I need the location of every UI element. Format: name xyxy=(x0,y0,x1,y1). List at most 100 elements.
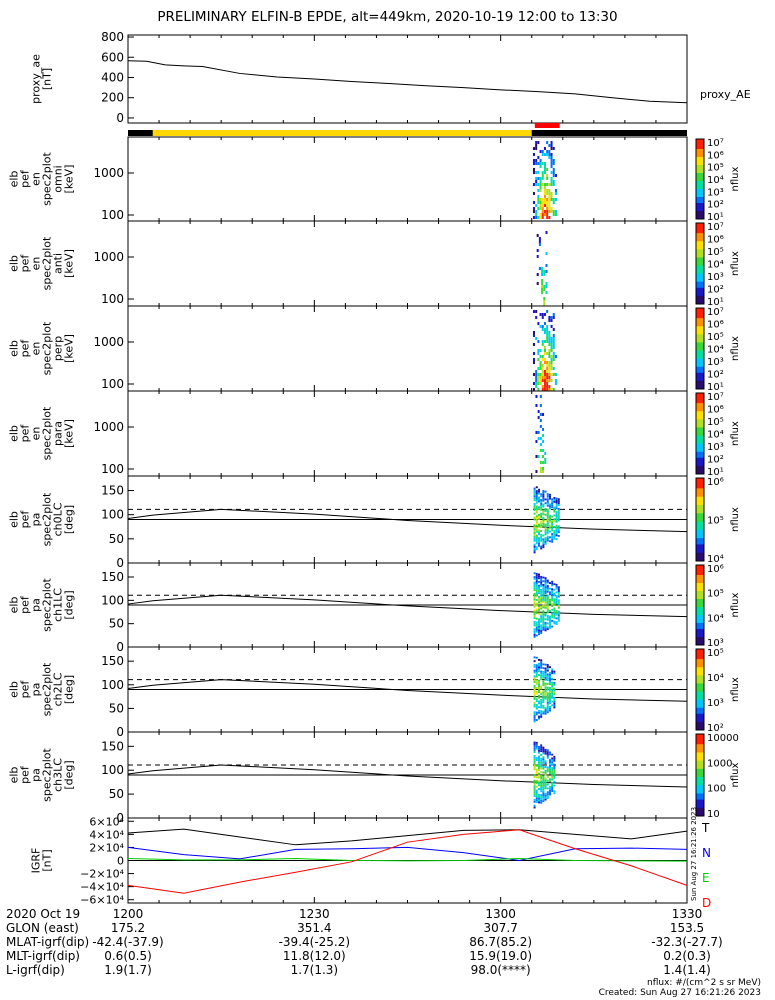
anti-spectrogram-ylabel-3: spec2plot xyxy=(41,236,54,290)
perp-spectrogram-cell xyxy=(550,337,553,340)
omni-spectrogram-colorbar-cell xyxy=(696,139,704,142)
ch0LC-pa-panel-cell xyxy=(542,540,545,543)
ch2LC-pa-panel-colorbar-cell xyxy=(696,665,704,668)
perp-spectrogram-cell xyxy=(537,352,540,355)
perp-spectrogram-cell xyxy=(548,352,551,355)
ch2LC-pa-panel-yticklabel: 100 xyxy=(101,678,124,692)
perp-spectrogram-cell xyxy=(548,343,551,346)
ch0LC-pa-panel-cell xyxy=(546,500,549,503)
para-spectrogram-cell xyxy=(544,452,547,455)
omni-spectrogram-cell xyxy=(537,177,540,180)
omni-spectrogram-cell xyxy=(543,165,546,168)
perp-spectrogram-frame xyxy=(127,305,688,392)
proxy-ae-yticklabel: 600 xyxy=(101,50,124,64)
ch2LC-pa-panel-cell xyxy=(548,702,551,705)
ch3LC-pa-panel-cell xyxy=(533,798,536,801)
ch1LC-pa-panel-cell xyxy=(533,622,536,625)
ch1LC-pa-panel-cell xyxy=(557,588,560,591)
ch2LC-pa-panel-cell xyxy=(533,705,536,708)
ch1LC-pa-panel-cell xyxy=(537,618,540,621)
para-spectrogram-colorbar-cell xyxy=(696,443,704,447)
ch1LC-pa-panel-cell xyxy=(548,619,551,622)
omni-spectrogram-cell xyxy=(546,210,549,213)
ch2LC-pa-panel-cell xyxy=(537,662,540,665)
perp-spectrogram-cell xyxy=(537,358,540,361)
para-spectrogram-colorbar-tick: 10² xyxy=(707,455,724,466)
ch3LC-pa-panel-colorbar-tick: 10000 xyxy=(707,733,739,744)
ch0LC-pa-panel-cell xyxy=(533,491,536,494)
ch3LC-pa-panel-cell xyxy=(548,789,551,792)
ch2LC-pa-panel-cell xyxy=(551,672,554,675)
ch1LC-pa-panel-cell xyxy=(535,591,538,594)
omni-spectrogram-cell xyxy=(552,201,555,204)
ch3LC-pa-panel-colorbar-cell xyxy=(696,760,704,764)
ch2LC-pa-panel-colorbar-cell xyxy=(696,685,704,688)
perp-spectrogram-cell xyxy=(532,310,535,313)
anti-spectrogram-colorbar-tick: 10⁵ xyxy=(707,247,724,258)
ch1LC-pa-panel-cell xyxy=(537,633,540,636)
ch0LC-pa-panel-cell xyxy=(535,523,538,525)
perp-spectrogram-cells xyxy=(532,310,557,391)
ch1LC-pa-panel-cell xyxy=(546,581,549,584)
ch0LC-pa-panel-cell xyxy=(546,531,549,534)
ch2LC-pa-panel-cell xyxy=(548,694,551,697)
ch3LC-pa-panel-cell xyxy=(542,746,545,749)
ch2LC-pa-panel-cell xyxy=(544,671,547,674)
ch1LC-pa-panel-cell xyxy=(535,595,538,598)
ch2LC-pa-panel-colorbar-cell xyxy=(696,689,704,693)
perp-spectrogram-cell xyxy=(543,388,546,391)
perp-spectrogram-cell xyxy=(541,355,544,358)
perp-spectrogram-cell xyxy=(532,358,535,361)
ch0LC-pa-panel-cell xyxy=(557,513,560,516)
para-spectrogram-colorbar-cell xyxy=(696,417,704,420)
anti-spectrogram-yticklabel: 100 xyxy=(101,292,124,306)
ch2LC-pa-panel-colorbar-cell xyxy=(696,673,704,676)
ch0LC-pa-panel-cell xyxy=(535,546,538,549)
omni-spectrogram-cell xyxy=(548,195,551,198)
ch1LC-pa-panel-colorbar-tick: 10³ xyxy=(707,638,724,649)
ch3LC-pa-panel-cell xyxy=(540,753,543,756)
ch0LC-pa-panel-cell xyxy=(551,525,554,528)
omni-spectrogram-colorbar-cell xyxy=(696,209,704,212)
ch0LC-pa-panel-cell xyxy=(533,549,536,552)
ch1LC-pa-panel-cell xyxy=(548,621,551,624)
ch3LC-pa-panel-colorbar-cell xyxy=(696,768,704,772)
perp-spectrogram-cell xyxy=(550,361,553,364)
anti-spectrogram-colorbar-tick: 10⁴ xyxy=(707,260,724,271)
ch3LC-pa-panel-ylabel-4: ch3LC xyxy=(52,758,65,792)
ch2LC-pa-panel-colorbar-frame xyxy=(695,648,705,731)
perp-spectrogram-colorbar-cell xyxy=(696,308,704,311)
ch3LC-pa-panel-cell xyxy=(537,747,540,750)
ch2LC-pa-panel-cell xyxy=(553,698,556,701)
ch2LC-pa-panel-cell xyxy=(544,688,547,691)
ch1LC-pa-panel-cell xyxy=(533,605,536,608)
ch0LC-pa-panel-cell xyxy=(544,531,547,534)
ch1LC-pa-panel-cell xyxy=(553,613,556,616)
ch1LC-pa-panel-colorbar-cell xyxy=(696,595,704,598)
ch0LC-pa-panel-cell xyxy=(546,524,549,527)
perp-spectrogram-colorbar-cell xyxy=(696,370,704,374)
para-spectrogram-colorbar-cell xyxy=(696,415,704,418)
ch1LC-pa-panel-yticklabel: 100 xyxy=(101,593,124,607)
ch0LC-pa-panel-cell xyxy=(542,511,545,514)
ch1LC-pa-panel-ylabel-1: pef xyxy=(19,595,32,614)
ch1LC-pa-panel-colorbar-cell xyxy=(696,611,704,614)
ch0LC-pa-panel-cell xyxy=(553,533,556,536)
ch3LC-pa-panel-cell xyxy=(542,748,545,751)
omni-spectrogram-cell xyxy=(537,183,540,186)
ch1LC-pa-panel-cell xyxy=(537,625,540,628)
ch0LC-pa-panel-cell xyxy=(555,530,558,533)
para-spectrogram-colorbar-cell xyxy=(696,433,704,437)
ch2LC-pa-panel-cell xyxy=(551,687,554,690)
ch3LC-pa-panel-cell xyxy=(548,751,551,754)
ch0LC-pa-panel-cell xyxy=(544,540,547,543)
perp-spectrogram-colorbar-tick: 10⁵ xyxy=(707,332,724,343)
ch2LC-pa-panel-cell xyxy=(540,710,543,713)
ch1LC-pa-panel-cell xyxy=(553,601,556,604)
omni-spectrogram-cell xyxy=(539,207,542,210)
omni-spectrogram-cell xyxy=(554,210,557,213)
ch1LC-pa-panel-cell xyxy=(544,592,547,594)
ch0LC-pa-panel-cell xyxy=(555,516,558,519)
perp-spectrogram-colorbar-cell xyxy=(696,356,704,360)
ch1LC-pa-panel-cell xyxy=(544,588,547,591)
